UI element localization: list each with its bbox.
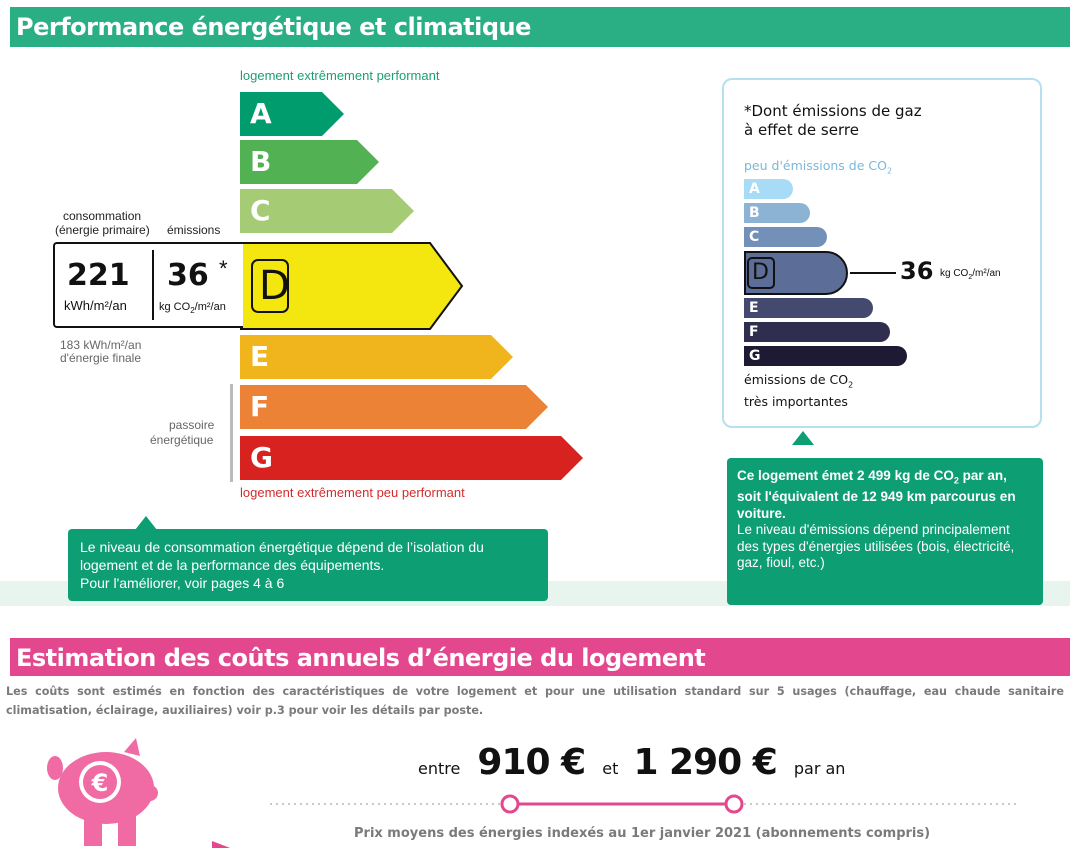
label-bottom-peu-performant: logement extrêmement peu performant bbox=[240, 485, 465, 500]
callout-emissions-text: Le niveau d'émissions dépend principalem… bbox=[737, 522, 1015, 571]
callout-pointer-left bbox=[135, 516, 157, 530]
ges-bar-c: C bbox=[744, 227, 827, 247]
consumption-value: 221 bbox=[67, 258, 130, 293]
final-energy-label: d'énergie finale bbox=[60, 351, 142, 365]
ges-letter-f: F bbox=[749, 324, 759, 340]
emissions-value: 36 bbox=[167, 258, 209, 293]
consumption-unit: kWh/m²/an bbox=[64, 298, 127, 313]
cost-max-value: 1 290 € bbox=[633, 742, 777, 783]
section-title-costs: Estimation des coûts annuels d’énergie d… bbox=[10, 638, 1070, 676]
emissions-unit: kg CO2/m²/an bbox=[159, 301, 226, 316]
passoire-label: passoire bbox=[169, 418, 215, 432]
callout-consumption-text: Le niveau de consommation énergétique dé… bbox=[80, 539, 484, 573]
ges-letter-e: E bbox=[749, 300, 759, 316]
ges-letter-a: A bbox=[749, 181, 760, 197]
ges-letter-c: C bbox=[749, 229, 760, 245]
ges-value: 36 bbox=[900, 257, 934, 285]
ges-bar-d-current: D bbox=[744, 251, 850, 300]
ges-unit: kg CO2/m²/an bbox=[940, 268, 1001, 281]
ges-letter-b: B bbox=[749, 205, 760, 221]
dpe-bar-f: F bbox=[240, 385, 548, 429]
dpe-letter-b: B bbox=[250, 145, 272, 178]
costs-intro-text: Les coûts sont estimés en fonction des c… bbox=[6, 685, 1064, 717]
callout-improve-text: Pour l'améliorer, voir pages 4 à 6 bbox=[80, 575, 285, 591]
consumption-separator bbox=[152, 250, 154, 320]
ges-title-line-2: à effet de serre bbox=[744, 121, 859, 139]
ges-title-line-1: *Dont émissions de gaz bbox=[744, 102, 922, 120]
primary-energy-label: (énergie primaire) bbox=[55, 223, 150, 237]
ges-title: *Dont émissions de gaz à effet de serre bbox=[744, 102, 922, 140]
svg-text:€: € bbox=[91, 769, 109, 797]
passoire-label-2: énergétique bbox=[150, 433, 214, 447]
emissions-label: émissions bbox=[167, 223, 221, 237]
label-top-performant: logement extrêmement performant bbox=[240, 68, 440, 83]
ges-high-label-2: très importantes bbox=[744, 393, 848, 409]
prices-note: Prix moyens des énergies indexés au 1er … bbox=[354, 826, 931, 841]
emissions-callout: Ce logement émet 2 499 kg de CO2 par an,… bbox=[727, 458, 1043, 605]
cost-per-year-label: par an bbox=[793, 759, 846, 778]
arrow-icon bbox=[212, 838, 238, 848]
cost-range: entre 910 € et 1 290 € par an bbox=[418, 742, 845, 783]
dpe-bar-a: A bbox=[240, 92, 344, 136]
ges-letter-d: D bbox=[752, 260, 769, 285]
ges-bar-g: G bbox=[744, 346, 907, 366]
dpe-letter-a: A bbox=[250, 97, 272, 130]
cost-min-value: 910 € bbox=[477, 742, 586, 783]
ges-bar-b: B bbox=[744, 203, 810, 223]
cost-and-label: et bbox=[602, 759, 619, 778]
cost-between-label: entre bbox=[418, 759, 461, 778]
dpe-bar-b: B bbox=[240, 140, 379, 184]
ges-low-label: peu d'émissions de CO2 bbox=[744, 158, 893, 176]
dpe-bar-e: E bbox=[240, 335, 513, 379]
ges-bar-f: F bbox=[744, 322, 890, 342]
dpe-letter-f: F bbox=[250, 390, 270, 423]
callout-pointer-right bbox=[792, 431, 814, 445]
ges-high-label: émissions de CO2 très importantes bbox=[744, 372, 853, 410]
consumption-label: consommation bbox=[63, 209, 142, 223]
cost-range-scale bbox=[270, 792, 1020, 821]
dpe-letter-g: G bbox=[250, 441, 273, 474]
consumption-box bbox=[53, 242, 243, 328]
emissions-star: * bbox=[219, 256, 228, 281]
callout-emissions-bold: Ce logement émet 2 499 kg de CO2 par an,… bbox=[737, 468, 1016, 521]
final-energy-value: 183 kWh/m²/an bbox=[60, 338, 142, 352]
ges-bar-a: A bbox=[744, 179, 793, 199]
piggy-bank-icon: € bbox=[40, 738, 170, 848]
dpe-bar-c: C bbox=[240, 189, 414, 233]
dpe-letter-e: E bbox=[250, 340, 270, 373]
ges-value-leader bbox=[850, 272, 896, 274]
ges-bar-e: E bbox=[744, 298, 873, 318]
dpe-letter-c: C bbox=[250, 194, 271, 227]
dpe-bar-d-current: D bbox=[240, 242, 464, 335]
dpe-bar-g: G bbox=[240, 436, 583, 480]
consumption-callout: Le niveau de consommation énergétique dé… bbox=[68, 529, 548, 601]
ges-letter-g: G bbox=[749, 348, 761, 364]
dpe-letter-d: D bbox=[259, 263, 290, 309]
section-title-performance: Performance énergétique et climatique bbox=[10, 7, 1070, 47]
ges-high-label-1: émissions de CO2 bbox=[744, 372, 854, 390]
passoire-bracket bbox=[230, 384, 233, 482]
